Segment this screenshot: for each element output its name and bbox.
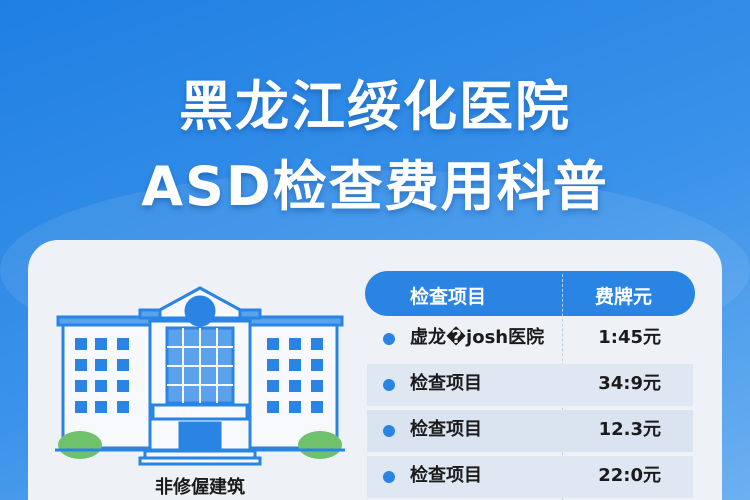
table-row: 虚龙�josh医院 1:45元 — [367, 318, 693, 360]
item-price: 1:45元 — [598, 327, 661, 348]
page-title-line2: ASD检查费用科普 — [141, 155, 609, 218]
bullet-icon — [383, 333, 395, 345]
item-name: 检查项目 — [410, 465, 482, 486]
header-item: 检查项目 — [410, 286, 487, 308]
item-price: 34:9元 — [598, 373, 661, 394]
bullet-icon — [383, 471, 395, 483]
table-row: 检查项目 12.3元 — [367, 410, 693, 452]
table-row: 检查项目 34:9元 — [367, 364, 693, 406]
table-header: 检查项目 费牌元 — [365, 271, 695, 316]
item-name: 检查项目 — [410, 373, 482, 394]
hospital-building-icon — [55, 286, 345, 466]
illustration-caption: 非修偓建筑 — [155, 477, 245, 498]
item-price: 22:0元 — [598, 465, 661, 486]
page-title-line1: 黑龙江绥化医院 — [179, 75, 571, 138]
item-name: 虚龙�josh医院 — [410, 327, 545, 348]
bullet-icon — [383, 425, 395, 437]
bullet-icon — [383, 379, 395, 391]
header-price: 费牌元 — [595, 286, 653, 308]
table-row: 检查项目 22:0元 — [367, 456, 693, 498]
item-price: 12.3元 — [598, 419, 661, 440]
item-name: 检查项目 — [410, 419, 482, 440]
